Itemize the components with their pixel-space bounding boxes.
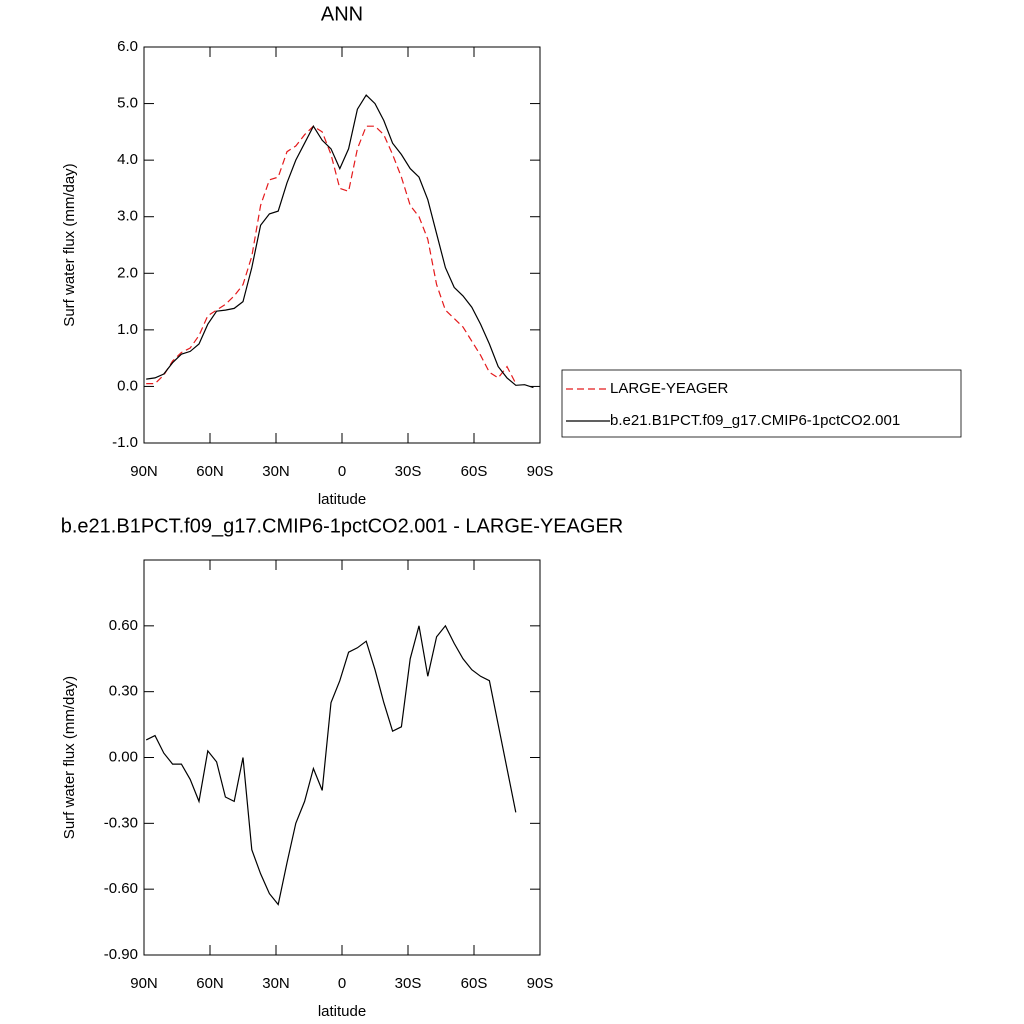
x-tick-label: 30N <box>262 463 290 480</box>
data-line <box>145 624 517 906</box>
x-tick-label: 0 <box>338 975 346 992</box>
x-tick-label: 0 <box>338 463 346 480</box>
legend-label: b.e21.B1PCT.f09_g17.CMIP6-1pctCO2.001 <box>610 412 900 429</box>
y-tick-label: 2.0 <box>117 264 138 281</box>
y-axis-label: Surf water flux (mm/day) <box>61 163 78 326</box>
x-tick-label: 90N <box>130 463 158 480</box>
legend-label: LARGE-YEAGER <box>610 380 729 397</box>
chart-title: ANN <box>321 3 363 25</box>
y-tick-label: 4.0 <box>117 151 138 168</box>
x-tick-label: 30N <box>262 975 290 992</box>
y-tick-label: 0.30 <box>109 683 138 700</box>
x-tick-label: 60S <box>461 975 488 992</box>
x-tick-label: 60N <box>196 463 224 480</box>
x-tick-label: 30S <box>395 463 422 480</box>
y-axis-label: Surf water flux (mm/day) <box>61 676 78 839</box>
y-tick-label: 0.00 <box>109 748 138 765</box>
x-tick-label: 90S <box>527 463 554 480</box>
x-axis-label: latitude <box>318 491 366 508</box>
y-tick-label: -0.60 <box>104 880 138 897</box>
x-tick-label: 90N <box>130 975 158 992</box>
y-tick-label: 0.60 <box>109 617 138 634</box>
y-tick-label: 6.0 <box>117 38 138 55</box>
y-tick-label: 1.0 <box>117 321 138 338</box>
data-line <box>146 94 534 389</box>
chart-title: b.e21.B1PCT.f09_g17.CMIP6-1pctCO2.001 - … <box>61 515 624 537</box>
y-tick-label: -1.0 <box>112 434 138 451</box>
legend-box <box>561 369 962 438</box>
y-tick-label: 0.0 <box>117 377 138 394</box>
y-tick-label: -0.90 <box>104 946 138 963</box>
plot-frame <box>143 559 541 956</box>
y-tick-label: -0.30 <box>104 814 138 831</box>
x-tick-label: 90S <box>527 975 554 992</box>
x-tick-label: 60N <box>196 975 224 992</box>
plot-frame <box>143 46 541 444</box>
x-axis-label: latitude <box>318 1003 366 1020</box>
x-tick-label: 60S <box>461 463 488 480</box>
y-tick-label: 5.0 <box>117 95 138 112</box>
y-tick-label: 3.0 <box>117 208 138 225</box>
x-tick-label: 30S <box>395 975 422 992</box>
